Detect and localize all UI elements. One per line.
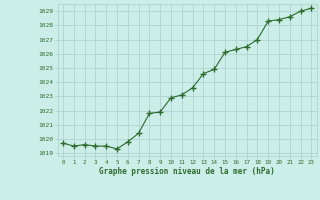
X-axis label: Graphe pression niveau de la mer (hPa): Graphe pression niveau de la mer (hPa) bbox=[99, 167, 275, 176]
